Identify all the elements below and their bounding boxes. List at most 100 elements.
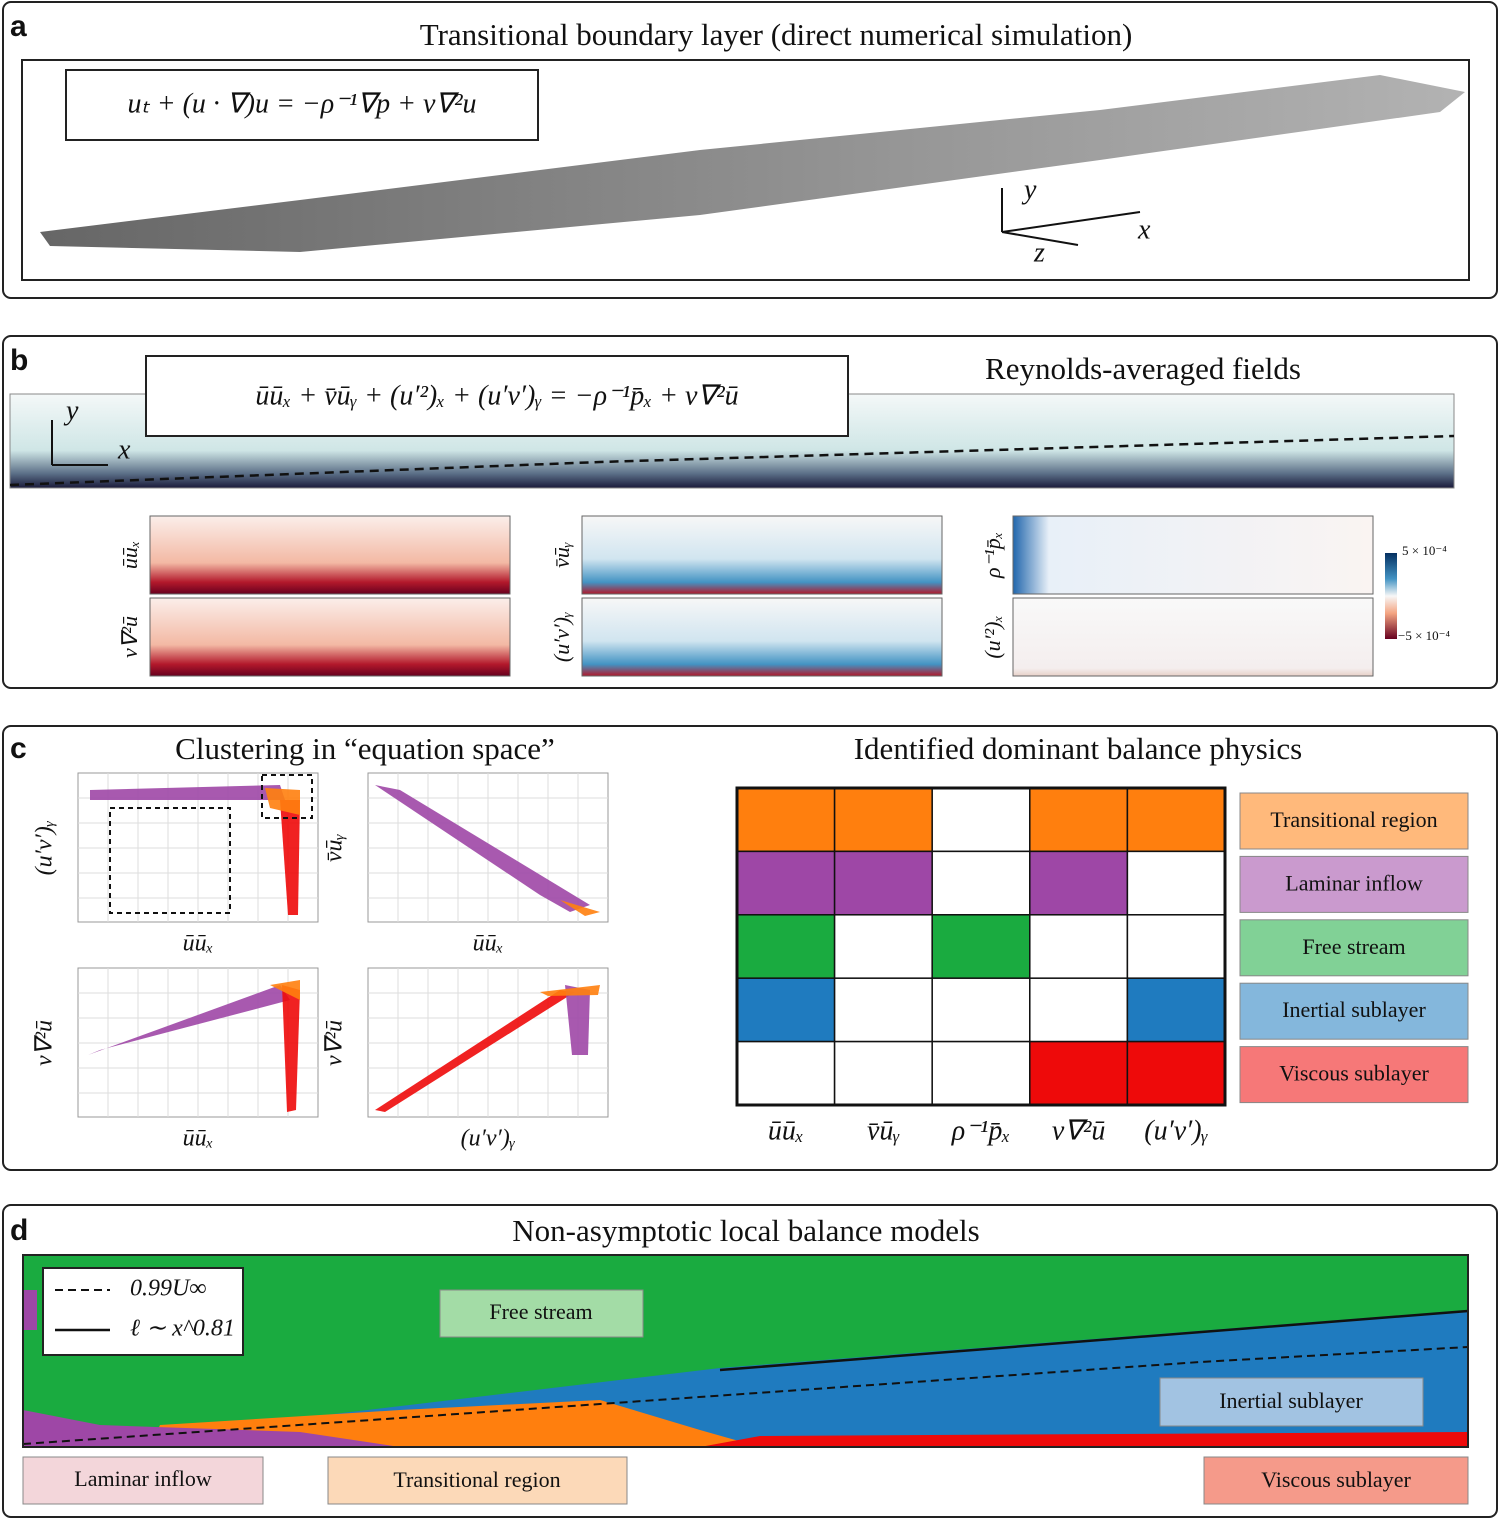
balance-cell	[931, 787, 1031, 853]
legend-label: Transitional region	[1270, 807, 1437, 832]
y-axis-label: (u′v′)ᵧ	[32, 820, 58, 875]
balance-cell	[931, 977, 1031, 1043]
legend-label: 0.99U∞	[130, 1276, 206, 1302]
axis-label: y	[63, 395, 79, 426]
y-axis-label: v̄ūᵧ	[322, 833, 348, 862]
legend-label: Inertial sublayer	[1282, 997, 1426, 1022]
legend-label: Viscous sublayer	[1279, 1061, 1429, 1086]
column-label: ρ⁻¹p̄ₓ	[951, 1115, 1011, 1146]
balance-cell	[1126, 914, 1226, 979]
equation: uₜ + (u · ∇)u = −ρ⁻¹∇p + ν∇²u	[127, 88, 476, 119]
field-label: ρ⁻¹p̄ₓ	[980, 532, 1005, 579]
balance-cell	[931, 1040, 1031, 1106]
legend-label: Free stream	[1302, 934, 1405, 959]
colorbar-label: −5 × 10⁻⁴	[1398, 628, 1451, 643]
cluster-cloud	[280, 800, 300, 915]
legend-label: Laminar inflow	[1285, 870, 1423, 895]
region-box	[1159, 1377, 1424, 1427]
equation-box	[65, 69, 539, 141]
scaling-line	[719, 1309, 1469, 1372]
legend-box	[1239, 792, 1469, 850]
balance-cell	[1029, 850, 1129, 916]
y-axis-label: ν∇²ū	[322, 1020, 348, 1066]
bl-thickness	[22, 1346, 1469, 1445]
panel-letter: d	[10, 1214, 28, 1247]
cluster-cloud	[375, 990, 575, 1112]
cluster-cloud	[560, 900, 600, 916]
field-plot	[581, 515, 943, 595]
frame	[22, 1254, 1469, 1448]
cluster-cloud	[375, 785, 590, 912]
region-box	[327, 1456, 628, 1505]
region-label: Transitional region	[393, 1467, 560, 1492]
cluster-cloud	[565, 985, 590, 1055]
field-label: (u′v′)ᵧ	[549, 612, 574, 662]
panel-title: Identified dominant balance physics	[854, 731, 1303, 766]
balance-cell	[1029, 977, 1129, 1043]
balance-cell	[833, 977, 933, 1043]
balance-cell	[736, 1040, 836, 1106]
regime-area	[700, 1432, 1468, 1447]
axis-label: x	[117, 434, 131, 465]
equation: ūūₓ + v̄ūᵧ + (u′²)ₓ + (u′v′)ᵧ = −ρ⁻¹p̄ₓ …	[255, 380, 738, 411]
legend-box	[1239, 982, 1469, 1040]
axis-label: y	[1021, 174, 1037, 205]
cluster-cloud	[90, 785, 285, 800]
legend-box	[1239, 855, 1469, 913]
field-plot	[149, 597, 511, 677]
balance-cell	[1126, 787, 1226, 853]
cluster-cloud	[540, 985, 600, 996]
balance-cell	[833, 850, 933, 916]
legend-box	[1239, 919, 1469, 977]
colorbar	[1385, 553, 1397, 639]
frame	[21, 59, 1470, 281]
balance-cell	[931, 914, 1031, 979]
field-label: v̄ūᵧ	[549, 542, 574, 568]
region-label: Viscous sublayer	[1261, 1467, 1411, 1492]
balance-cell	[1029, 1040, 1129, 1106]
balance-cell	[1029, 914, 1129, 979]
balance-cell	[931, 850, 1031, 916]
x-axis-label: ūūₓ	[183, 931, 214, 957]
field-plot	[581, 597, 943, 677]
panel-letter: b	[10, 344, 28, 377]
zoom-box	[261, 774, 313, 819]
axis-label: x	[1137, 214, 1151, 245]
column-label: (u′v′)ᵧ	[1144, 1115, 1208, 1146]
matrix-frame	[735, 786, 1227, 1107]
regime-area	[23, 1290, 37, 1330]
region-box	[1203, 1456, 1469, 1505]
panel-letter: a	[10, 10, 27, 43]
region-label: Inertial sublayer	[1219, 1388, 1363, 1413]
region-label: Free stream	[489, 1299, 592, 1324]
column-label: v̄ūᵧ	[867, 1115, 900, 1146]
x-axis-label: ūūₓ	[473, 931, 504, 957]
x-axis-label: (u′v′)ᵧ	[461, 1126, 516, 1152]
legend-box	[1239, 1046, 1469, 1104]
balance-cell	[1126, 850, 1226, 916]
cluster-cloud	[282, 985, 300, 1112]
panel-title: Clustering in “equation space”	[175, 731, 555, 766]
balance-cell	[736, 977, 836, 1043]
field-plot	[1012, 515, 1374, 595]
legend	[42, 1267, 244, 1356]
inset	[109, 807, 231, 914]
field-label: (u′²)ₓ	[980, 615, 1005, 658]
x-axis-label: ūūₓ	[183, 1126, 214, 1152]
axes-icon	[51, 420, 108, 466]
panel-title: Reynolds-averaged fields	[985, 351, 1301, 386]
balance-cell	[833, 1040, 933, 1106]
panel-letter: c	[10, 732, 27, 765]
column-label: ν∇²ū	[1052, 1115, 1106, 1146]
balance-cell	[833, 914, 933, 979]
region-label: Laminar inflow	[74, 1466, 212, 1491]
balance-cell	[736, 850, 836, 916]
cluster-cloud	[270, 980, 300, 1000]
field-label: ūūₓ	[117, 541, 142, 569]
legend-label: ℓ ∼ x^0.81	[130, 1316, 235, 1342]
axis-label: z	[1033, 237, 1045, 268]
field-label: ν∇²ū	[117, 616, 142, 658]
panel-title: Non-asymptotic local balance models	[512, 1213, 979, 1248]
balance-cell	[736, 787, 836, 853]
